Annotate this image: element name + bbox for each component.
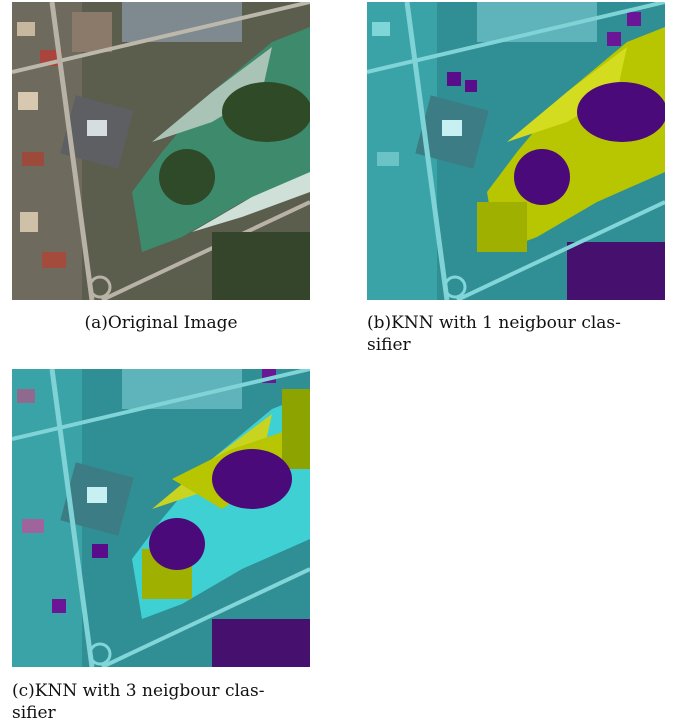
original-image — [12, 2, 310, 300]
caption-c: (c)KNN with 3 neigbour clas- sifier — [12, 681, 265, 723]
knn-1-neighbour-image — [367, 2, 665, 300]
knn-3-neighbour-image — [12, 369, 310, 667]
caption-b: (b)KNN with 1 neigbour clas- sifier — [367, 313, 621, 355]
caption-a: (a)Original Image — [84, 313, 238, 333]
